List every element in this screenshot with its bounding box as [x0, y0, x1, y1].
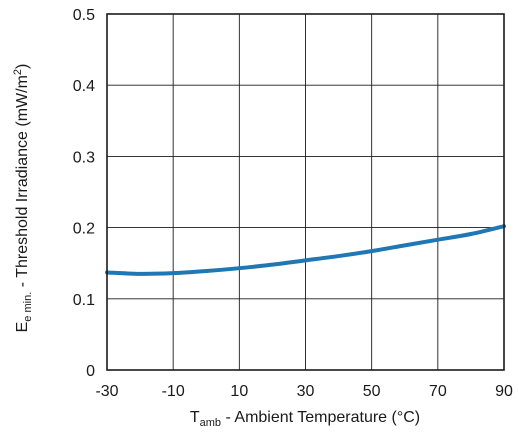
x-axis-label: Tamb - Ambient Temperature (°C) — [190, 409, 420, 429]
x-tick-label: 70 — [429, 383, 447, 400]
x-tick-label: 10 — [230, 383, 248, 400]
x-axis-symbol: T — [190, 409, 200, 426]
y-tick-label: 0.2 — [73, 221, 95, 238]
y-axis-subscript: e min. — [22, 292, 34, 322]
x-tick-label: 50 — [363, 383, 381, 400]
y-axis-superscript: 2 — [12, 69, 24, 75]
x-tick-label: -10 — [162, 383, 185, 400]
series-line-0 — [105, 224, 506, 276]
y-tick-label: 0 — [86, 363, 95, 380]
series-layer — [105, 224, 506, 276]
x-tick-label: 90 — [495, 383, 513, 400]
y-axis-text: - Threshold Irradiance (mW/m — [14, 75, 31, 292]
x-tick-label: -30 — [95, 383, 118, 400]
y-tick-label: 0.5 — [73, 7, 95, 24]
x-axis-text: - Ambient Temperature (°C) — [221, 409, 420, 426]
y-tick-label: 0.4 — [73, 78, 95, 95]
y-axis-symbol: E — [14, 322, 31, 333]
y-axis-label: Ee min. - Threshold Irradiance (mW/m2) — [12, 64, 34, 333]
y-tick-label: 0.3 — [73, 149, 95, 166]
x-tick-label: 30 — [297, 383, 315, 400]
y-tick-labels: 0 0.1 0.2 0.3 0.4 0.5 — [73, 7, 95, 380]
grid — [106, 13, 505, 371]
y-tick-label: 0.1 — [73, 292, 95, 309]
x-axis-subscript: amb — [200, 417, 221, 429]
y-axis-closing: ) — [14, 64, 31, 69]
plot-frame — [106, 13, 505, 371]
x-tick-labels: -30 -10 10 30 50 70 90 — [95, 383, 513, 400]
